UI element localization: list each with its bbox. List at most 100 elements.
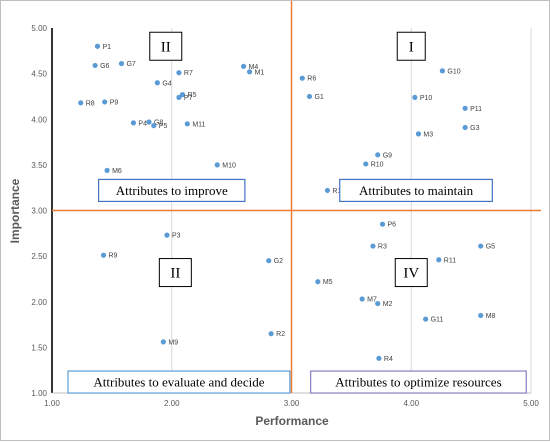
annotation-label-optimize: Attributes to optimize resources (335, 375, 501, 390)
x-axis-title: Performance (255, 414, 329, 428)
point-label-m11: M11 (192, 121, 205, 128)
annotation-box-maintain (339, 178, 493, 203)
data-point-r11 (436, 257, 442, 263)
y-tick-label: 3.00 (31, 207, 47, 216)
annotation-box-optimize (310, 370, 527, 394)
point-label-r7: R7 (184, 70, 193, 77)
y-tick-label: 1.00 (31, 389, 47, 398)
data-point-r2 (268, 331, 274, 337)
point-label-r4: R4 (384, 356, 393, 363)
y-tick-label: 1.50 (31, 343, 47, 352)
annotation-label-maintain: Attributes to maintain (359, 183, 474, 198)
point-label-g5: G5 (486, 244, 495, 251)
data-point-m8 (478, 312, 484, 319)
point-label-g9: G9 (383, 152, 392, 159)
y-tick-label: 4.50 (31, 70, 47, 79)
point-label-g2: G2 (274, 258, 283, 265)
data-point-g1 (306, 93, 313, 100)
data-point-g9 (375, 152, 381, 158)
data-point-p1 (94, 43, 101, 49)
q-top-left-label: II (161, 39, 171, 55)
data-point-p11 (462, 105, 468, 111)
y-axis-title: Importance (8, 178, 22, 243)
data-point-m10 (214, 162, 220, 168)
point-label-g6: G6 (100, 63, 109, 70)
point-label-m1: M1 (255, 69, 265, 76)
annotation-box-evaluate (67, 370, 291, 394)
point-label-m4: M4 (249, 64, 259, 71)
q-top-left-box (149, 31, 183, 61)
y-tick-label: 4.00 (31, 115, 47, 124)
data-point-g3 (462, 124, 468, 131)
q-top-right-label: I (409, 39, 414, 55)
data-point-r4 (376, 355, 382, 361)
point-label-m8: M8 (486, 313, 496, 320)
point-label-m6: M6 (112, 168, 122, 175)
point-label-p1: P1 (103, 44, 112, 51)
annotation-label-improve: Attributes to improve (116, 183, 228, 198)
data-point-r3 (370, 243, 376, 249)
point-label-p10: P10 (420, 95, 433, 102)
point-label-p11: P11 (470, 106, 482, 113)
point-label-m3: M3 (423, 131, 433, 138)
data-point-r6 (299, 75, 305, 81)
point-label-m9: M9 (168, 339, 178, 346)
data-point-p5 (151, 123, 157, 129)
data-point-r1 (324, 187, 331, 194)
data-point-p6 (379, 221, 386, 227)
data-point-m3 (415, 131, 422, 137)
point-label-p3: P3 (172, 233, 181, 240)
x-tick-label: 3.00 (284, 399, 300, 408)
point-label-p5: P5 (159, 123, 168, 130)
data-point-g11 (423, 316, 429, 322)
data-point-r7 (176, 70, 182, 76)
data-point-p3 (164, 232, 170, 238)
point-label-r3: R3 (378, 244, 387, 251)
x-tick-label: 4.00 (403, 399, 419, 408)
q-top-right-box (396, 31, 426, 61)
data-point-m6 (104, 167, 110, 173)
point-label-r6: R6 (307, 76, 316, 83)
point-label-r1: R1 (332, 188, 341, 195)
data-point-m1 (246, 69, 253, 75)
data-point-p4 (130, 120, 137, 126)
point-label-r2: R2 (276, 331, 285, 338)
data-point-r10 (363, 161, 369, 167)
q-bottom-right-label: IV (403, 266, 419, 282)
point-label-g11: G11 (431, 317, 444, 324)
point-label-r8: R8 (86, 100, 95, 107)
data-point-r9 (100, 252, 107, 258)
data-point-p7 (176, 94, 182, 100)
point-label-r5: R5 (188, 92, 197, 99)
point-label-g1: G1 (314, 94, 323, 101)
y-tick-label: 5.00 (31, 24, 47, 33)
point-label-g3: G3 (470, 125, 479, 132)
point-label-r9: R9 (108, 253, 117, 260)
data-point-m9 (160, 339, 166, 345)
point-label-p9: P9 (110, 99, 119, 106)
data-point-g2 (266, 258, 272, 264)
point-label-p7: P7 (184, 95, 193, 102)
point-label-p4: P4 (138, 120, 147, 127)
data-point-g10 (439, 68, 445, 74)
point-label-g8: G8 (154, 119, 163, 126)
point-label-g4: G4 (162, 80, 171, 87)
x-tick-label: 5.00 (523, 399, 539, 408)
data-point-m2 (375, 300, 381, 307)
axis-layer: 1.00 2.00 3.00 4.00 5.00 1.00 1.50 2.00 2.50 3.00… (31, 24, 539, 408)
point-label-r11: R11 (444, 257, 456, 264)
data-point-m5 (315, 279, 321, 285)
y-tick-label: 2.00 (31, 298, 47, 307)
data-point-g6 (92, 62, 98, 69)
data-point-g5 (478, 243, 484, 249)
data-point-r5 (179, 92, 186, 98)
data-points: P1G6G7R7M4M1G4R8P9R5P7P4G8P5M11M6M10P2R6… (78, 43, 496, 363)
point-label-g10: G10 (447, 68, 460, 75)
data-point-p9 (102, 99, 108, 105)
data-point-g7 (118, 60, 125, 67)
point-label-m7: M7 (367, 297, 377, 304)
annotation-label-evaluate: Attributes to evaluate and decide (93, 375, 264, 390)
quadrant-dividers (52, 1, 541, 393)
